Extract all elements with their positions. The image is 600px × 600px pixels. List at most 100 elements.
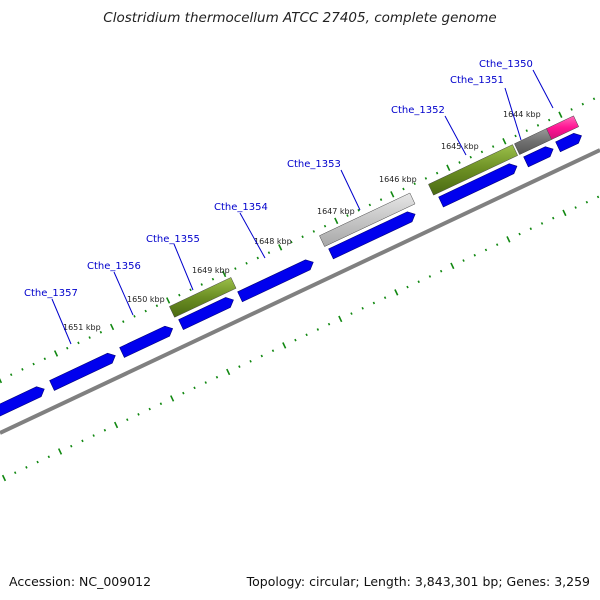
tick-mark [271,349,275,353]
outer-tick-track [0,97,596,384]
tick-mark [245,261,248,265]
genome-title: Clostridium thermocellum ATCC 27405, com… [103,10,497,26]
genome-stats-text: Topology: circular; Length: 3,843,301 bp… [246,574,590,589]
tick-mark [193,386,196,390]
tick-mark [323,224,327,228]
tick-mark [32,362,35,366]
tick-mark [596,195,600,199]
gene-label-cthe-1350[interactable]: Cthe_1350 [479,59,533,70]
kbp-label: 1649 kbp [192,266,230,275]
tick-mark [558,111,563,118]
tick-mark [525,129,528,132]
tick-mark [290,240,293,244]
kbp-label: 1650 kbp [127,295,165,304]
gene-cthe-1352[interactable] [428,144,519,196]
gene-label-cthe-1354[interactable]: Cthe_1354 [214,202,268,213]
tick-mark [484,248,488,252]
tick-mark [439,269,443,273]
tick-mark [103,428,107,432]
tick-mark [137,413,140,416]
cds-arrow[interactable] [0,386,45,420]
tick-mark [1,474,7,482]
tick-mark [424,177,428,180]
tick-mark [10,373,13,377]
cds-arrow[interactable] [178,297,234,331]
tick-mark [25,466,28,469]
gene-label-cthe-1355[interactable]: Cthe_1355 [146,234,200,245]
gene-cthe-1350[interactable] [546,115,580,140]
cds-arrow[interactable] [328,211,416,260]
kbp-label: 1644 kbp [503,110,541,119]
tick-mark [506,236,511,243]
tick-mark [574,206,577,209]
tick-mark [305,333,308,337]
tick-mark [267,251,271,255]
tick-mark [469,155,472,159]
tick-mark [585,200,589,204]
tick-mark [406,285,409,289]
tick-mark [92,434,95,437]
tick-mark [390,191,395,198]
cds-arrow[interactable] [119,325,174,358]
tick-mark [200,283,203,286]
tick-mark [402,187,405,191]
tick-mark [446,164,451,172]
tick-mark [77,341,80,345]
kbp-label: 1645 kbp [441,142,479,151]
gene-label-cthe-1351[interactable]: Cthe_1351 [450,75,504,86]
tick-mark [53,350,59,357]
genome-backbone [0,148,600,435]
tick-mark [14,471,17,475]
tick-mark [0,378,3,384]
cds-arrow[interactable] [237,259,314,303]
tick-mark [43,357,47,361]
tick-mark [159,402,163,406]
tick-mark [552,216,555,220]
gene-label-cthe-1353[interactable]: Cthe_1353 [287,159,341,170]
tick-mark [182,391,185,395]
tick-mark [278,244,283,251]
cds-track [0,132,582,420]
tick-mark [450,262,455,270]
tick-mark [260,354,263,358]
tick-mark [249,359,252,363]
gene-label-cthe-1357[interactable]: Cthe_1357 [24,288,78,299]
cds-arrow[interactable] [49,352,116,391]
tick-mark [170,395,175,402]
tick-mark [334,217,339,225]
tick-mark [462,259,465,262]
tick-mark [372,301,376,305]
tick-mark [189,288,192,292]
cds-arrow[interactable] [523,146,554,168]
tick-mark [282,342,287,349]
tick-mark [144,309,147,313]
tick-mark [155,304,159,308]
gene-label-cthe-1356[interactable]: Cthe_1356 [87,261,141,272]
tick-mark [480,150,484,154]
tick-mark [126,418,129,421]
gene-cthe-1353[interactable] [319,192,416,247]
kbp-label: 1651 kbp [63,323,101,332]
gene-label-cthe-1352[interactable]: Cthe_1352 [391,105,445,116]
tick-mark [109,323,115,331]
kbp-label: 1647 kbp [317,207,355,216]
tick-mark [338,315,343,323]
tick-mark [394,289,399,296]
gene-cthe-1355[interactable] [169,277,237,318]
tick-mark [238,365,241,368]
kbp-axis-labels: 1644 kbp 1645 kbp 1646 kbp 1647 kbp 1648… [63,110,541,332]
inner-tick-track [1,195,600,482]
tick-mark [570,108,573,111]
cds-arrow[interactable] [555,132,582,153]
tick-mark [70,444,73,448]
tick-mark [540,222,544,225]
tick-mark [66,346,69,350]
gene-leader-lines [51,69,554,345]
tick-mark [226,368,231,376]
tick-mark [122,320,125,323]
tick-mark [379,198,383,201]
tick-mark [57,448,63,455]
tick-mark [204,381,207,384]
tick-mark [428,275,432,278]
cds-arrow[interactable] [438,163,518,208]
